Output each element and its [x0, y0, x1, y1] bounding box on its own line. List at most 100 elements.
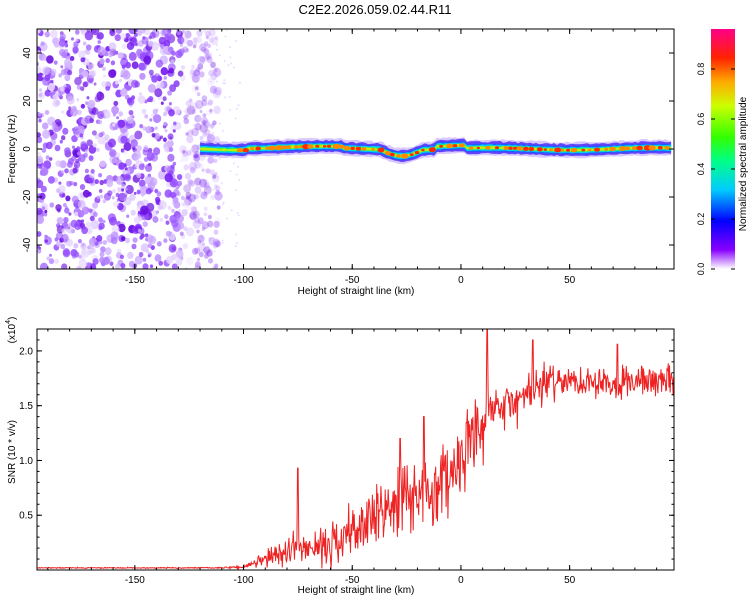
- noise-blob: [75, 38, 79, 42]
- snr-scale-exponent: 4: [5, 320, 12, 324]
- noise-dot: [235, 189, 237, 192]
- spectrogram-x-axis: -150 -100 -50 0 50: [47, 29, 658, 286]
- signal-peak: [361, 147, 367, 151]
- noise-dot: [213, 250, 216, 253]
- noise-blob: [89, 179, 93, 184]
- signal-peak: [242, 148, 249, 153]
- noise-blob: [158, 260, 163, 266]
- noise-blob: [88, 208, 93, 213]
- noise-blob: [188, 129, 194, 136]
- noise-blob: [214, 263, 219, 269]
- signal-peak: [657, 146, 663, 150]
- noise-blob: [195, 67, 201, 73]
- noise-dot: [213, 160, 216, 163]
- noise-blob: [185, 132, 189, 136]
- svg-text:(x104): (x104): [5, 317, 18, 344]
- noise-blob: [210, 72, 218, 81]
- noise-blob: [37, 215, 44, 224]
- noise-blob: [70, 107, 78, 117]
- noise-blob: [163, 121, 168, 126]
- signal-peak: [294, 145, 299, 149]
- noise-blob: [64, 40, 68, 44]
- noise-blob: [203, 179, 210, 187]
- noise-blob: [37, 249, 42, 254]
- colorbar-gradient: [711, 29, 735, 269]
- noise-blob: [73, 181, 78, 187]
- noise-blob: [73, 41, 79, 48]
- noise-blob: [146, 151, 155, 161]
- noise-blob: [197, 55, 206, 65]
- noise-blob: [195, 99, 204, 110]
- noise-blob: [184, 107, 192, 116]
- noise-blob: [188, 147, 197, 157]
- noise-blob: [81, 248, 90, 258]
- noise-blob: [84, 31, 94, 41]
- colorbar-tick-label: 0.4: [696, 163, 706, 176]
- noise-blob: [152, 216, 159, 223]
- noise-blob: [147, 83, 156, 93]
- noise-blob: [46, 256, 51, 261]
- noise-blob: [88, 70, 96, 79]
- signal-peak: [265, 146, 270, 150]
- noise-blob: [155, 210, 159, 214]
- noise-blob: [106, 179, 114, 188]
- noise-blob: [204, 30, 211, 38]
- noise-blob: [179, 43, 183, 47]
- noise-blob: [86, 227, 93, 235]
- noise-blob: [121, 43, 127, 50]
- noise-blob: [37, 29, 41, 34]
- noise-blob: [55, 160, 62, 167]
- noise-blob: [164, 189, 173, 198]
- noise-blob: [200, 117, 208, 126]
- noise-blob: [118, 111, 123, 117]
- signal-peak: [236, 147, 244, 153]
- noise-dot: [219, 71, 222, 74]
- noise-blob: [171, 253, 178, 261]
- noise-blob: [202, 113, 207, 118]
- noise-blob: [60, 65, 64, 69]
- noise-blob: [134, 255, 143, 265]
- noise-blob: [172, 129, 176, 133]
- y-tick-label: 0.5: [19, 511, 33, 522]
- noise-blob: [61, 135, 66, 141]
- noise-blob: [189, 161, 198, 171]
- noise-blob: [186, 135, 192, 141]
- noise-blob: [214, 36, 219, 41]
- noise-blob: [37, 136, 43, 144]
- noise-blob: [68, 212, 72, 216]
- noise-blob: [194, 86, 199, 91]
- noise-dot: [226, 217, 228, 220]
- noise-blob: [77, 239, 82, 244]
- noise-blob: [91, 130, 97, 136]
- noise-blob: [73, 251, 80, 258]
- noise-blob: [214, 172, 218, 176]
- noise-blob: [97, 136, 106, 145]
- noise-blob: [91, 29, 100, 36]
- noise-blob: [153, 114, 162, 124]
- noise-blob: [175, 249, 184, 259]
- noise-blob: [209, 238, 214, 243]
- noise-blob: [88, 155, 94, 161]
- noise-blob: [102, 66, 106, 71]
- noise-blob: [213, 136, 221, 144]
- noise-blob: [42, 74, 45, 78]
- noise-dot: [235, 107, 238, 110]
- noise-blob: [54, 258, 59, 264]
- noise-blob: [185, 48, 190, 53]
- noise-blob: [201, 95, 208, 102]
- noise-blob: [109, 261, 114, 267]
- noise-blob: [164, 214, 169, 220]
- noise-blob: [66, 225, 74, 234]
- signal-peak: [414, 151, 420, 155]
- x-tick-label: -50: [345, 575, 360, 586]
- signal-peak: [624, 146, 631, 151]
- noise-blob: [154, 88, 163, 98]
- noise-blob: [43, 160, 52, 170]
- noise-blob: [79, 133, 84, 138]
- signal-peak: [384, 151, 391, 156]
- signal-peak: [322, 145, 327, 148]
- noise-blob: [68, 106, 72, 110]
- signal-peak: [619, 146, 626, 152]
- noise-blob: [207, 43, 212, 48]
- noise-blob: [128, 110, 134, 116]
